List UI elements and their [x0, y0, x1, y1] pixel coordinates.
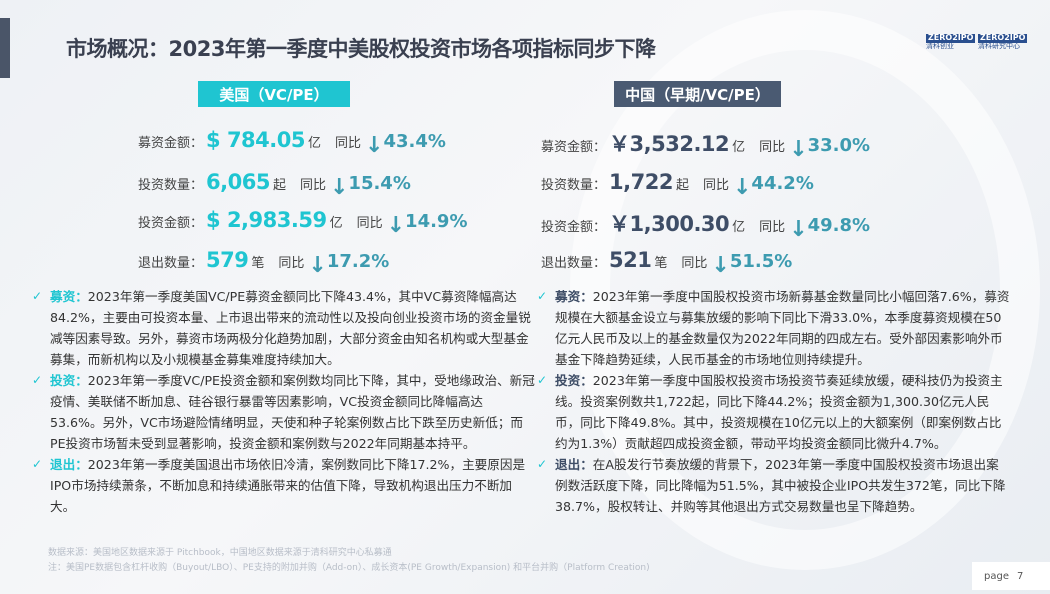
stat-unit: 起 [272, 178, 286, 193]
title-accent-bar [0, 18, 10, 78]
stat-change: 14.9% [405, 211, 468, 232]
bullet-text: 2023年第一季度中国股权投资市场新募基金数量同比小幅回落7.6%，募资规模在大… [555, 289, 1010, 367]
stat-value: 6,065 [206, 170, 270, 194]
stat-value: 1,722 [609, 170, 673, 194]
arrow-down-icon: ↓ [365, 133, 384, 158]
bullet-paragraph: ✓ 募资：2023年第一季度美国VC/PE募资金额同比下降43.4%，其中VC募资… [30, 286, 535, 370]
check-icon: ✓ [537, 457, 548, 471]
bullet-paragraph: ✓ 退出：在A股发行节奏放缓的背景下，2023年第一季度中国股权投资市场退出案例数… [535, 454, 1010, 517]
stat-value: 579 [206, 248, 249, 272]
stat-label: 投资数量： [541, 178, 607, 193]
page-number: page 7 [972, 562, 1050, 590]
yoy-label: 同比 [759, 220, 786, 235]
yoy-label: 同比 [299, 178, 326, 193]
footnote-source: 数据来源：美国地区数据来源于 Pitchbook，中国地区数据来源于清科研究中心… [48, 548, 392, 558]
stat-label: 投资金额： [138, 216, 204, 231]
stat-unit: 笔 [251, 256, 265, 271]
stat-unit: 笔 [654, 256, 668, 271]
stat-change: 51.5% [729, 251, 793, 272]
us-tag: 美国（VC/PE） [198, 81, 350, 107]
stat-change: 44.2% [751, 173, 814, 194]
arrow-down-icon: ↓ [789, 217, 808, 242]
logo: ZERO2IPO 清科创业 ZERO2IPO 清科研究中心 [926, 33, 1028, 50]
us-stat-row: 投资金额： $ 2,983.59 亿同比 ↓ 14.9% [138, 208, 468, 238]
china-tag: 中国（早期/VC/PE） [614, 81, 781, 107]
check-icon: ✓ [32, 289, 43, 303]
bullet-text: 2023年第一季度美国VC/PE募资金额同比下降43.4%，其中VC募资降幅高达… [50, 289, 531, 367]
arrow-down-icon: ↓ [308, 253, 327, 278]
footnote-note: 注：美国PE数据包含杠杆收购（Buyout/LBO）、PE支持的附加并购（Add… [48, 563, 650, 573]
bullet-heading: 投资： [555, 373, 593, 388]
bullet-paragraph: ✓ 投资：2023年第一季度中国股权投资市场投资节奏延续放缓，硬科技仍为投资主线。… [535, 370, 1010, 454]
stat-value: 521 [609, 248, 652, 272]
stat-label: 退出数量： [541, 256, 607, 271]
arrow-down-icon: ↓ [711, 253, 730, 278]
stat-change: 17.2% [326, 251, 390, 272]
bullet-text: 2023年第一季度美国退出市场依旧冷清，案例数同比下降17.2%，主要原因是IP… [50, 457, 526, 514]
china-bullets: ✓ 募资：2023年第一季度中国股权投资市场新募基金数量同比小幅回落7.6%，募资… [535, 286, 1010, 517]
cn-stat-row: 退出数量： 521 笔同比 ↓ 51.5% [541, 248, 793, 278]
stat-value: ￥1,300.30 [609, 212, 730, 236]
stat-change: 49.8% [807, 215, 871, 236]
check-icon: ✓ [32, 373, 43, 387]
arrow-down-icon: ↓ [329, 175, 349, 200]
bullet-heading: 投资： [50, 373, 88, 388]
arrow-down-icon: ↓ [789, 137, 808, 162]
stat-unit: 亿 [732, 220, 746, 235]
stat-label: 投资金额： [541, 220, 607, 235]
stat-label: 退出数量： [138, 256, 204, 271]
stat-unit: 亿 [732, 140, 746, 155]
bullet-paragraph: ✓ 投资：2023年第一季度VC/PE投资金额和案例数均同比下降，其中，受地缘政治… [30, 370, 535, 454]
stat-change: 33.0% [807, 135, 871, 156]
bullet-paragraph: ✓ 退出：2023年第一季度美国退出市场依旧冷清，案例数同比下降17.2%，主要原… [30, 454, 535, 517]
bullet-text: 2023年第一季度中国股权投资市场投资节奏延续放缓，硬科技仍为投资主线。投资案例… [555, 373, 1003, 451]
bullet-heading: 募资： [555, 289, 593, 304]
check-icon: ✓ [32, 457, 43, 471]
yoy-label: 同比 [759, 140, 786, 155]
yoy-label: 同比 [335, 136, 362, 151]
arrow-down-icon: ↓ [386, 213, 406, 238]
cn-stat-row: 投资数量： 1,722 起同比 ↓ 44.2% [541, 170, 814, 200]
bullet-text: 在A股发行节奏放缓的背景下，2023年第一季度中国股权投资市场退出案例数活跃度下… [555, 457, 1006, 514]
yoy-label: 同比 [681, 256, 708, 271]
yoy-label: 同比 [356, 216, 383, 231]
page-title: 市场概况：2023年第一季度中美股权投资市场各项指标同步下降 [66, 37, 656, 61]
bullet-paragraph: ✓ 募资：2023年第一季度中国股权投资市场新募基金数量同比小幅回落7.6%，募资… [535, 286, 1010, 370]
bullet-heading: 退出： [50, 457, 88, 472]
bullet-heading: 募资： [50, 289, 88, 304]
yoy-label: 同比 [702, 178, 729, 193]
check-icon: ✓ [537, 373, 548, 387]
us-stat-row: 投资数量： 6,065 起同比 ↓ 15.4% [138, 170, 411, 200]
stat-label: 投资数量： [138, 178, 204, 193]
bullet-text: 2023年第一季度VC/PE投资金额和案例数均同比下降，其中，受地缘政治、新冠疫… [50, 373, 535, 451]
stat-value: ￥3,532.12 [609, 132, 730, 156]
arrow-down-icon: ↓ [732, 175, 752, 200]
yoy-label: 同比 [278, 256, 305, 271]
stat-label: 募资金额： [138, 136, 204, 151]
us-stat-row: 退出数量： 579 笔同比 ↓ 17.2% [138, 248, 390, 278]
stat-label: 募资金额： [541, 140, 607, 155]
cn-stat-row: 募资金额： ￥3,532.12 亿同比 ↓ 33.0% [541, 128, 871, 162]
cn-stat-row: 投资金额： ￥1,300.30 亿同比 ↓ 49.8% [541, 208, 871, 242]
stat-unit: 亿 [307, 136, 321, 151]
stat-unit: 起 [675, 178, 689, 193]
stat-change: 43.4% [383, 131, 446, 152]
stat-value: $ 784.05 [206, 128, 305, 152]
us-bullets: ✓ 募资：2023年第一季度美国VC/PE募资金额同比下降43.4%，其中VC募资… [30, 286, 535, 517]
stat-value: $ 2,983.59 [206, 208, 327, 232]
stat-change: 15.4% [348, 173, 411, 194]
us-stat-row: 募资金额： $ 784.05 亿同比 ↓ 43.4% [138, 128, 446, 158]
stat-unit: 亿 [329, 216, 343, 231]
check-icon: ✓ [537, 289, 548, 303]
bullet-heading: 退出： [555, 457, 593, 472]
